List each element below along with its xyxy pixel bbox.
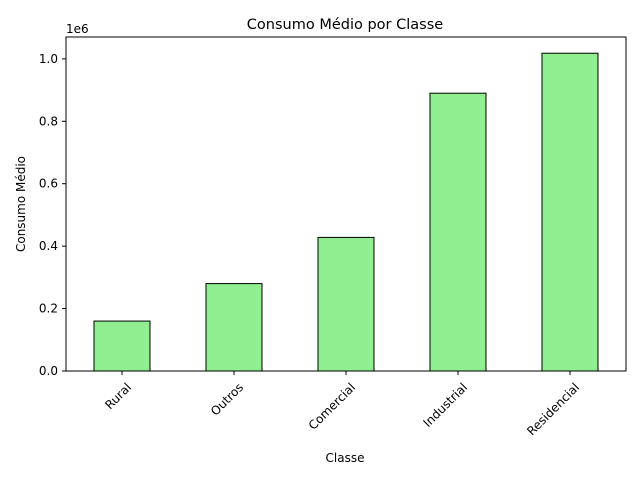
y-axis-ticks: 0.0 0.2 0.4 0.6 0.8 1.0	[39, 52, 66, 378]
y-tick-label: 0.6	[39, 177, 58, 191]
y-axis-label: Consumo Médio	[14, 156, 28, 252]
bars	[93, 52, 599, 372]
chart-title: Consumo Médio por Classe	[247, 17, 443, 33]
x-tick-label-rural: Rural	[102, 380, 134, 412]
axes-frame	[65, 36, 627, 372]
x-axis-ticks: Rural Outros Comercial Industrial Residencia…	[102, 371, 582, 438]
x-tick-label-outros: Outros	[208, 380, 246, 418]
bar-rural	[93, 320, 151, 372]
x-tick-label-residencial: Residencial	[524, 380, 582, 438]
y-tick-label: 0.4	[39, 239, 58, 253]
y-tick-label: 0.2	[39, 302, 58, 316]
y-tick-label: 0.0	[39, 364, 58, 378]
y-tick-label: 0.8	[39, 114, 58, 128]
x-tick-label-industrial: Industrial	[420, 380, 470, 430]
x-axis-label: Classe	[326, 451, 365, 465]
y-axis-offset-label: 1e6	[66, 22, 89, 36]
bar-residencial	[541, 52, 599, 372]
bar-comercial	[317, 236, 375, 372]
y-tick-label: 1.0	[39, 52, 58, 66]
bar-industrial	[429, 92, 487, 372]
bar-outros	[205, 283, 263, 372]
x-tick-label-comercial: Comercial	[306, 380, 358, 432]
